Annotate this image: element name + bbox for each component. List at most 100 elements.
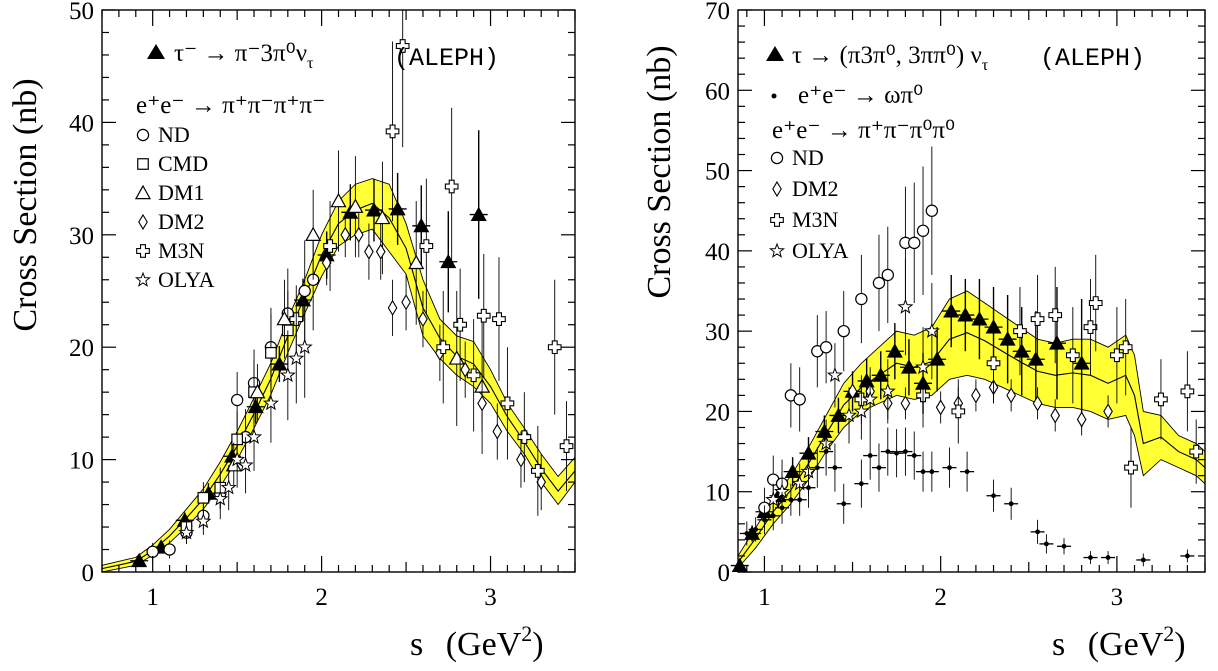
point-e-e — [1008, 501, 1014, 507]
point-e-e — [788, 497, 794, 503]
point-m3n — [547, 340, 562, 355]
series-olya — [178, 296, 313, 544]
right-legend-omega: e⁺e⁻ → ωπ⁰ — [798, 82, 923, 109]
point-olya — [279, 366, 296, 383]
point-nd — [793, 393, 806, 406]
right-legend-ee: e⁺e⁻ → π⁺π⁻π⁰π⁰ — [772, 117, 955, 144]
point-e-e — [964, 469, 970, 475]
point-dm2 — [900, 395, 911, 412]
point-aleph — [858, 372, 875, 388]
point-aleph — [816, 423, 833, 438]
point-dm2 — [1032, 395, 1043, 412]
right-chart: 0 10 20 30 40 50 60 70 1 2 3 Cross Section (nb) s … — [641, 0, 1206, 663]
y-tick-label: 50 — [705, 159, 730, 186]
point-olya — [923, 322, 940, 338]
point-olya — [246, 428, 263, 444]
point-dm2 — [1006, 387, 1016, 404]
point-m3n — [1065, 348, 1080, 363]
point-aleph — [271, 356, 288, 371]
point-aleph — [957, 307, 974, 322]
point-aleph — [413, 217, 430, 233]
point-aleph — [440, 253, 457, 269]
point-m3n — [517, 430, 532, 444]
point-e-e — [779, 505, 785, 511]
point-aleph — [1048, 335, 1065, 350]
point-m3n — [492, 312, 506, 326]
left-legend-tau-sub: τ — [307, 55, 314, 72]
right-legend: τ → (π3π⁰, 3ππ⁰) ντ (ALEPH) e⁺e⁻ → ωπ⁰ e… — [766, 42, 1145, 263]
left-x-axis-label-unit: (GeV — [446, 626, 522, 663]
point-m3n — [444, 179, 459, 194]
legend-entry-dm2: DM2 — [138, 209, 204, 234]
legend-label-dm2: DM2 — [158, 209, 204, 234]
legend-label-olya: OLYA — [792, 238, 849, 263]
point-m3n — [1110, 348, 1124, 363]
point-nd — [163, 543, 176, 556]
point-nd — [916, 224, 930, 237]
point-dm1 — [330, 192, 347, 208]
point-e-e — [744, 531, 750, 536]
point-e-e — [911, 453, 917, 458]
y-tick-label: 30 — [69, 223, 94, 250]
point-olya — [262, 394, 279, 411]
point-aleph — [929, 351, 946, 366]
legend-aleph-marker — [147, 44, 165, 59]
y-tick-label: 40 — [69, 110, 94, 137]
left-x-axis-label-s: s — [410, 626, 423, 663]
right-uncertainty-band — [737, 290, 1206, 570]
left-y-axis-label: Cross Section (nb) — [7, 78, 44, 331]
point-e-e — [762, 517, 767, 523]
point-dm2 — [1103, 403, 1113, 420]
point-nd — [881, 268, 894, 282]
point-dm2 — [387, 299, 398, 316]
point-m3n — [1124, 460, 1138, 475]
y-tick-label: 30 — [705, 319, 730, 346]
point-aleph — [872, 367, 889, 382]
point-e-e — [858, 481, 864, 487]
point-dm2 — [364, 243, 374, 260]
y-tick-label: 0 — [82, 560, 95, 587]
left-legend-tau-text: τ⁻ → π⁻3π⁰ν — [174, 40, 307, 67]
point-olya — [296, 338, 313, 355]
point-m3n — [466, 368, 481, 383]
band-area — [737, 290, 1206, 570]
point-nd — [230, 393, 244, 407]
point-dm1 — [347, 198, 364, 213]
point-olya — [826, 366, 843, 383]
x-tick-label: 2 — [934, 584, 947, 611]
y-tick-label: 50 — [69, 0, 94, 25]
point-aleph — [470, 206, 487, 221]
point-dm1 — [374, 209, 391, 225]
point-olya — [853, 403, 870, 419]
point-e-e — [753, 527, 759, 532]
point-aleph — [1027, 351, 1044, 366]
point-dm2 — [492, 423, 503, 440]
right-x-axis-label-unit: (GeV — [1088, 626, 1164, 663]
series-m3n — [289, 10, 574, 516]
y-tick-label: 40 — [705, 239, 730, 266]
point-olya — [841, 407, 858, 423]
point-m3n — [1083, 320, 1098, 334]
point-aleph — [131, 552, 148, 568]
legend-label-cmd: CMD — [158, 151, 208, 176]
legend-label-nd: ND — [158, 122, 190, 147]
point-m3n — [385, 124, 400, 139]
legend-label-nd: ND — [792, 145, 824, 170]
plot-frame — [737, 9, 1206, 573]
point-m3n — [1154, 392, 1168, 407]
point-olya — [915, 358, 932, 375]
point-dm1 — [408, 254, 425, 270]
point-olya — [178, 524, 195, 540]
right-legend-aleph-tag: (ALEPH) — [1040, 44, 1145, 73]
point-aleph — [900, 359, 917, 374]
legend-marker-nd — [770, 151, 784, 165]
legend-marker-m3n — [770, 213, 784, 227]
point-aleph — [1073, 355, 1090, 370]
point-e-e — [823, 449, 829, 454]
legend-label-m3n: M3N — [792, 207, 839, 232]
legend-label-olya: OLYA — [158, 267, 215, 292]
legend-marker-olya — [768, 242, 786, 258]
point-m3n — [1030, 312, 1045, 326]
legend-entry-dm1: DM1 — [134, 180, 204, 205]
